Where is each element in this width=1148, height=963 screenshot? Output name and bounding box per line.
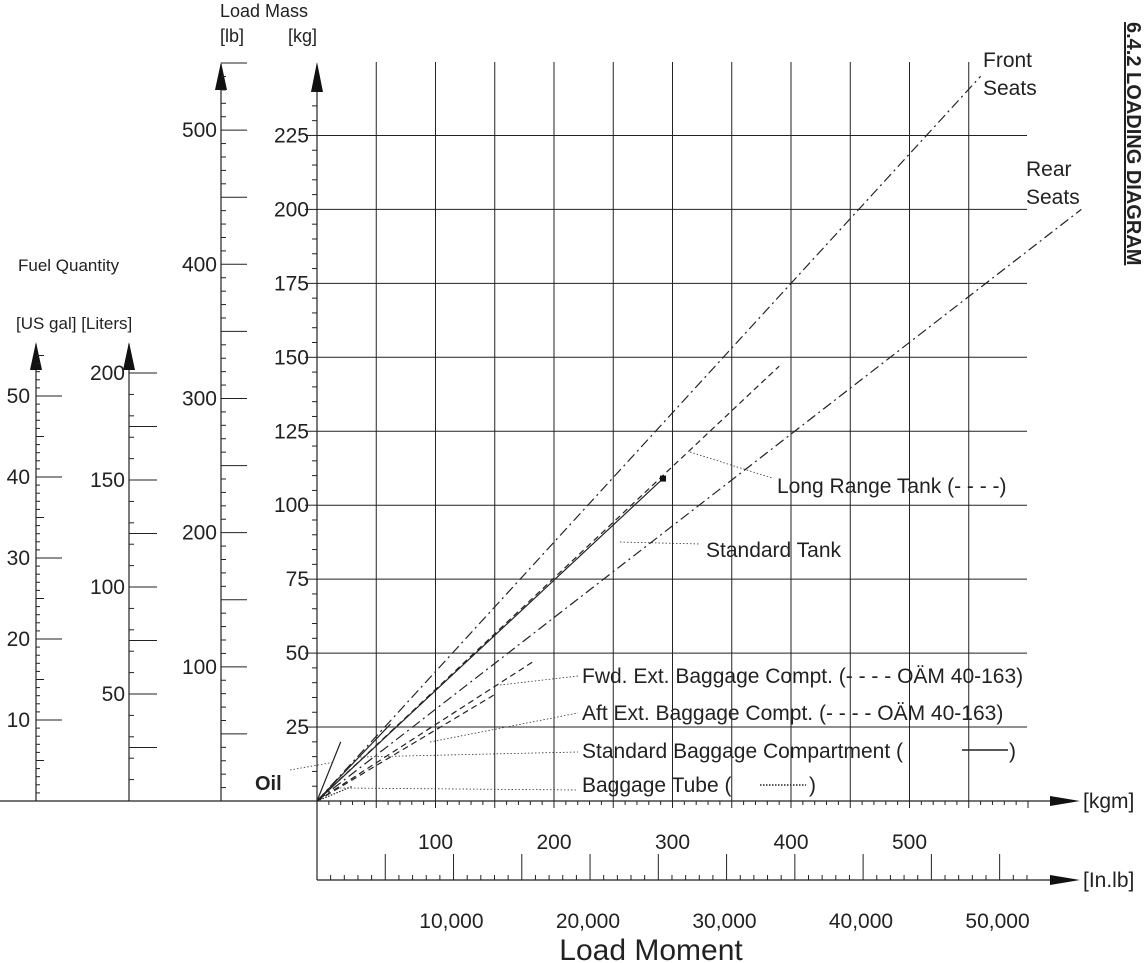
x-axis-kgm-arrow (1050, 796, 1080, 806)
fuel-units-label: [US gal] [Liters] (16, 314, 132, 333)
lb-tick-label: 500 (182, 119, 217, 142)
liter-tick-label: 100 (90, 576, 125, 599)
front-seats-label-1: Front (983, 49, 1032, 72)
kgm-tick-label: 200 (536, 831, 571, 854)
gal-tick-label: 50 (7, 385, 30, 408)
series-line-baggage-tube (316, 785, 353, 802)
kg-tick-label: 225 (274, 124, 309, 147)
kg-tick-label: 75 (286, 568, 309, 591)
inlb-tick-label: 50,000 (965, 910, 1029, 933)
front-seats-label-2: Seats (983, 77, 1037, 100)
load-moment-label: Load Moment (559, 934, 743, 963)
leader-fwd-ext-baggage (499, 675, 579, 686)
leader-oil (289, 761, 336, 771)
kg-tick-label: 175 (274, 272, 309, 295)
chart-ticks: 25 50 75 100 125 150 175 200 225 100 200 300 400 500 5… (7, 62, 1030, 933)
lb-tick-label: 400 (182, 253, 217, 276)
rear-seats-label-2: Seats (1026, 186, 1080, 209)
chart-series (316, 75, 1082, 802)
kgm-tick-label: 100 (418, 831, 453, 854)
kgm-tick-label: 500 (892, 831, 927, 854)
standard-tank-end-marker (660, 475, 667, 482)
inlb-unit-label: [In.lb] (1083, 869, 1134, 892)
kgm-unit-label: [kgm] (1083, 790, 1134, 813)
inlb-tick-label: 30,000 (692, 910, 756, 933)
series-line-oil (316, 741, 342, 802)
gal-tick-label: 30 (7, 547, 30, 570)
inlb-tick-label: 10,000 (419, 910, 483, 933)
load-mass-label: Load Mass (220, 1, 308, 21)
gal-tick-label: 10 (7, 709, 30, 732)
label-leader-lines (289, 451, 773, 791)
baggage-tube-label: Baggage Tube ( (582, 774, 731, 797)
standard-baggage-label: Standard Baggage Compartment ( (582, 740, 903, 763)
series-line-rear-seats (316, 208, 1082, 802)
lb-unit-label: [lb] (220, 26, 244, 46)
leader-baggage-tube (339, 787, 579, 791)
kg-tick-label: 150 (274, 346, 309, 369)
series-line-fwd-ext-baggage-compt- (316, 661, 533, 802)
standard-baggage-label-close: ) (1009, 740, 1016, 763)
leader-long-range-tank (689, 451, 773, 479)
inlb-tick-label: 20,000 (556, 910, 620, 933)
liter-tick-label: 50 (102, 683, 125, 706)
y-axis-liters-arrow (123, 342, 135, 370)
kg-tick-label: 200 (274, 198, 309, 221)
series-line-aft-ext-baggage-compt- (316, 693, 496, 802)
series-line-front-seats (316, 75, 982, 802)
liter-tick-label: 200 (90, 362, 125, 385)
lb-tick-label: 300 (182, 387, 217, 410)
kg-tick-label: 50 (286, 642, 309, 665)
kg-tick-label: 25 (286, 716, 309, 739)
lb-tick-label: 100 (182, 656, 217, 679)
kgm-tick-label: 300 (655, 831, 690, 854)
standard-tank-label: Standard Tank (706, 539, 842, 562)
title-label: 6.4.2 LOADING DIAGRAM (1122, 22, 1144, 265)
inlb-tick-label: 40,000 (829, 910, 893, 933)
series-line-standard-tank (316, 478, 664, 802)
kg-unit-label: [kg] (288, 26, 317, 46)
gal-tick-label: 20 (7, 628, 30, 651)
aft-ext-baggage-label: Aft Ext. Baggage Compt. (- - - - OÄM 40-… (582, 702, 1003, 725)
y-axis-kg-arrow (311, 62, 323, 92)
chart-grid (317, 62, 1027, 801)
gal-tick-label: 40 (7, 466, 30, 489)
lb-tick-label: 200 (182, 522, 217, 545)
kgm-tick-label: 400 (773, 831, 808, 854)
leader-standard-baggage (359, 751, 579, 758)
leader-standard-tank (619, 541, 701, 545)
leader-aft-ext-baggage (429, 712, 579, 743)
kg-tick-label: 100 (274, 494, 309, 517)
kg-tick-label: 125 (274, 420, 309, 443)
series-line-standard-baggage-compartment (316, 723, 391, 802)
baggage-tube-label-close: ) (809, 774, 816, 797)
oil-label: Oil (255, 773, 282, 795)
x-axis-inlb-arrow (1050, 875, 1080, 885)
chart-axes (0, 62, 1080, 885)
liter-tick-label: 150 (90, 469, 125, 492)
fuel-quantity-label: Fuel Quantity (18, 256, 120, 275)
long-range-tank-label: Long Range Tank (- - - -) (777, 475, 1007, 498)
rear-seats-label-1: Rear (1026, 158, 1072, 181)
fwd-ext-baggage-label: Fwd. Ext. Baggage Compt. (- - - - OÄM 40… (582, 665, 1023, 688)
